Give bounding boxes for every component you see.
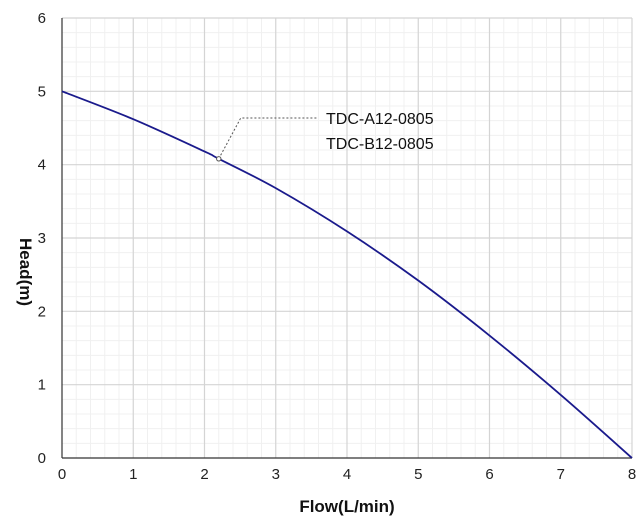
x-tick-label: 7	[557, 466, 565, 483]
annotation: TDC-A12-0805 TDC-B12-0805	[216, 111, 434, 162]
x-tick-label: 3	[272, 466, 280, 483]
y-tick-label: 1	[38, 377, 46, 394]
x-tick-label: 6	[485, 466, 493, 483]
y-tick-label: 0	[38, 450, 46, 467]
y-tick-label: 5	[38, 83, 46, 100]
x-tick-label: 1	[129, 466, 137, 483]
series-line	[61, 90, 633, 459]
annotation-label-2: TDC-B12-0805	[326, 136, 434, 153]
y-tick-label: 4	[38, 157, 46, 174]
annotation-leader-line	[218, 117, 318, 160]
y-tick-label: 6	[38, 10, 46, 27]
x-tick-label: 2	[200, 466, 208, 483]
y-tick-label: 2	[38, 303, 46, 320]
y-tick-label: 3	[38, 230, 46, 247]
x-axis-title: Flow(L/min)	[299, 497, 394, 516]
x-tick-label: 4	[343, 466, 351, 483]
grid	[62, 17, 633, 458]
x-tick-label: 8	[628, 466, 636, 483]
y-axis-title: Head(m)	[16, 238, 35, 306]
x-tick-labels: 0 1 2 3 4 5 6 7 8	[58, 466, 636, 483]
x-tick-label: 0	[58, 466, 66, 483]
y-tick-labels: 0 1 2 3 4 5 6	[38, 10, 46, 467]
x-tick-label: 5	[414, 466, 422, 483]
annotation-marker	[216, 156, 222, 162]
series-layer	[61, 90, 633, 459]
annotation-label-1: TDC-A12-0805	[326, 111, 434, 128]
